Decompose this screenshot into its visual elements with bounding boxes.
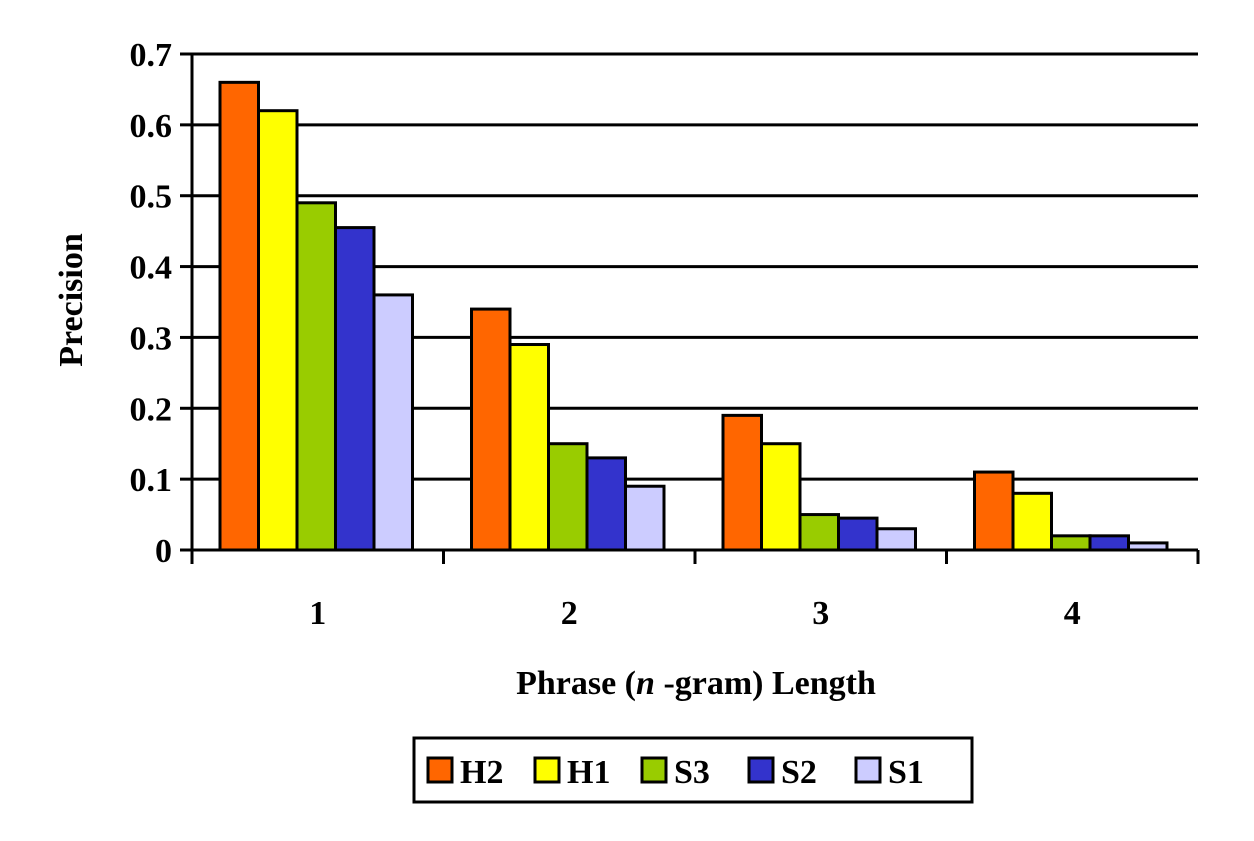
bar-s2-1 [334,226,376,552]
y-tick-label: 0.2 [130,391,173,428]
legend-swatch-s1 [854,756,882,784]
x-axis-title-part-1: Phrase ( [516,665,636,702]
y-tick-label: 0.1 [130,462,173,499]
bar-h1-3 [760,442,802,552]
bar-h2-1 [218,80,260,552]
bar-s1-3 [875,527,917,552]
bar-h1-1 [257,109,299,552]
legend-label-h1: H1 [567,754,610,791]
bars [218,80,1169,552]
y-tick-label: 0 [155,533,172,570]
x-tick-label: 4 [1064,595,1081,632]
x-axis-title-part-2: -gram) Length [655,665,876,702]
x-tick-label: 1 [309,595,326,632]
bar-s2-4 [1088,534,1130,552]
legend-swatch-s3 [640,756,668,784]
legend-swatch-h2 [426,756,454,784]
legend-label-s3: S3 [674,754,710,791]
x-tick-labels: 1 2 3 4 [309,595,1081,632]
bar-s3-4 [1050,534,1092,552]
y-axis-title: Precision [53,233,90,367]
y-tick-label: 0.4 [130,250,173,287]
bar-s3-2 [547,442,589,552]
y-tick-label: 0.7 [130,37,173,74]
bar-h1-2 [508,343,550,552]
bar-s1-2 [624,484,666,552]
bar-h1-4 [1011,491,1053,552]
bar-s1-1 [372,293,414,552]
legend-swatch-s2 [747,756,775,784]
x-axis-title: Phrase (n -gram) Length [516,665,876,702]
bar-h2-4 [973,470,1015,552]
legend-label-h2: H2 [460,754,503,791]
y-tick-label: 0.3 [130,320,173,357]
y-tick-label: 0.5 [130,179,173,216]
x-tick-label: 3 [812,595,829,632]
bar-h2-3 [721,413,763,552]
x-tick-label: 2 [561,595,578,632]
legend-label-s1: S1 [888,754,924,791]
bar-h2-2 [470,307,512,552]
legend: H2 H1 S3 S2 S1 [412,736,974,804]
axes [190,54,1200,564]
bar-s3-1 [295,201,337,552]
bar-s3-3 [798,513,840,552]
x-axis-title-part-italic: n [636,665,655,702]
legend-label-s2: S2 [781,754,817,791]
y-tick-labels: 0 0.1 0.2 0.3 0.4 0.5 0.6 0.7 [130,37,173,570]
y-tick-label: 0.6 [130,108,173,145]
legend-swatch-h1 [533,756,561,784]
bar-s2-3 [837,516,879,552]
bar-s2-2 [585,456,627,552]
